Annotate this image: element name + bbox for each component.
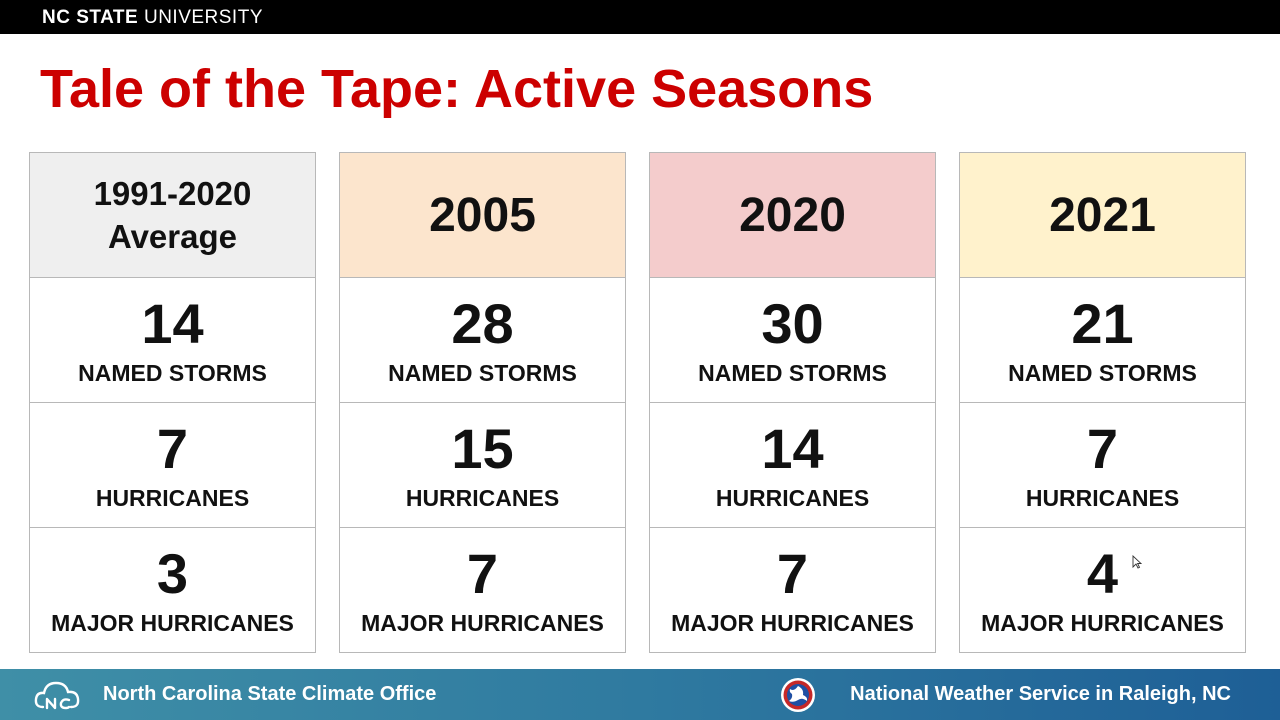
hurricanes-cell: 7 HURRICANES: [960, 403, 1245, 528]
brand-bold: NC STATE: [42, 7, 139, 28]
column-2005: 2005 28 NAMED STORMS 15 HURRICANES 7 MAJ…: [339, 152, 626, 653]
major-hurricanes-value: 3: [156, 542, 189, 605]
column-header: 2020: [650, 153, 935, 278]
column-2021: 2021 21 NAMED STORMS 7 HURRICANES 4 MAJO…: [959, 152, 1246, 653]
major-hurricanes-cell: 4 MAJOR HURRICANES: [960, 528, 1245, 653]
column-header: 1991-2020 Average: [30, 153, 315, 278]
hurricanes-value: 15: [451, 417, 514, 480]
named-storms-value: 28: [451, 292, 514, 355]
top-banner: NC STATE UNIVERSITY: [0, 0, 1280, 34]
nws-raleigh-label: National Weather Service in Raleigh, NC: [850, 683, 1231, 705]
major-hurricanes-cell: 7 MAJOR HURRICANES: [340, 528, 625, 653]
column-header: 2005: [340, 153, 625, 278]
hurricanes-value: 14: [761, 417, 824, 480]
named-storms-value: 30: [761, 292, 824, 355]
major-hurricanes-value: 7: [776, 542, 809, 605]
named-storms-label: NAMED STORMS: [1008, 360, 1197, 386]
column-2020: 2020 30 NAMED STORMS 14 HURRICANES 7 MAJ…: [649, 152, 936, 653]
mouse-cursor-icon: [1132, 555, 1142, 569]
major-hurricanes-label: MAJOR HURRICANES: [981, 610, 1224, 636]
named-storms-value: 14: [141, 292, 204, 355]
named-storms-label: NAMED STORMS: [388, 360, 577, 386]
slide-title: Tale of the Tape: Active Seasons: [40, 59, 874, 119]
named-storms-cell: 21 NAMED STORMS: [960, 278, 1245, 403]
named-storms-cell: 14 NAMED STORMS: [30, 278, 315, 403]
major-hurricanes-label: MAJOR HURRICANES: [361, 610, 604, 636]
hurricanes-label: HURRICANES: [405, 485, 560, 511]
major-hurricanes-cell: 3 MAJOR HURRICANES: [30, 528, 315, 653]
hurricanes-cell: 15 HURRICANES: [340, 403, 625, 528]
hurricanes-cell: 14 HURRICANES: [650, 403, 935, 528]
major-hurricanes-value: 7: [466, 542, 499, 605]
named-storms-label: NAMED STORMS: [78, 360, 267, 386]
hurricanes-value: 7: [1086, 417, 1119, 480]
hurricanes-label: HURRICANES: [1025, 485, 1180, 511]
climate-office-label: North Carolina State Climate Office: [103, 683, 437, 705]
hurricanes-label: HURRICANES: [715, 485, 870, 511]
header-line1: 1991-2020: [93, 175, 252, 212]
header-line2: Average: [107, 218, 237, 255]
column-header: 2021: [960, 153, 1245, 278]
brand-light: UNIVERSITY: [143, 7, 263, 28]
university-brand: NC STATE UNIVERSITY: [42, 7, 263, 29]
major-hurricanes-cell: 7 MAJOR HURRICANES: [650, 528, 935, 653]
named-storms-cell: 28 NAMED STORMS: [340, 278, 625, 403]
cloud-logo-icon: [34, 681, 80, 710]
hurricanes-value: 7: [156, 417, 189, 480]
named-storms-cell: 30 NAMED STORMS: [650, 278, 935, 403]
nws-seal-icon: [781, 678, 815, 712]
hurricanes-cell: 7 HURRICANES: [30, 403, 315, 528]
major-hurricanes-label: MAJOR HURRICANES: [671, 610, 914, 636]
major-hurricanes-value: 4: [1086, 542, 1119, 605]
column-average: 1991-2020 Average 14 NAMED STORMS 7 HURR…: [29, 152, 316, 653]
footer-bar: North Carolina State Climate Office Nati…: [0, 669, 1280, 720]
named-storms-label: NAMED STORMS: [698, 360, 887, 386]
hurricanes-label: HURRICANES: [95, 485, 250, 511]
major-hurricanes-label: MAJOR HURRICANES: [51, 610, 294, 636]
named-storms-value: 21: [1071, 292, 1134, 355]
